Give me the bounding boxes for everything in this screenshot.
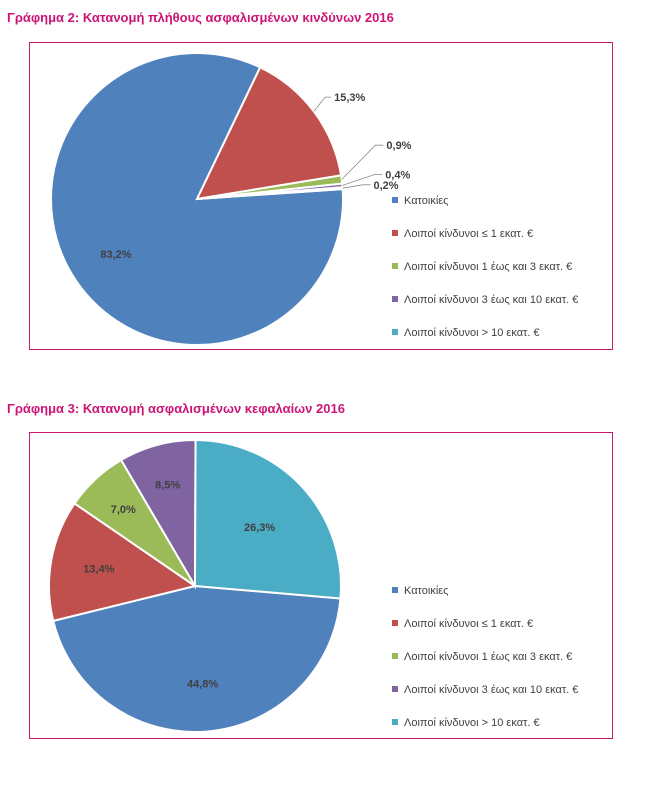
legend-swatch [392, 719, 398, 725]
data-label: 0,2% [374, 180, 399, 192]
legend-swatch [392, 197, 398, 203]
legend-label: Λοιποί κίνδυνοι 3 έως και 10 εκατ. € [404, 684, 579, 696]
legend-swatch [392, 587, 398, 593]
data-label: 13,4% [83, 564, 114, 576]
data-label: 8,5% [155, 480, 180, 492]
legend-item: Λοιποί κίνδυνοι ≤ 1 εκατ. € [392, 616, 578, 633]
leader-line [313, 96, 332, 112]
chart-frame-capital: 44,8% 13,4% 7,0% 8,5% 26,3% Κατοικίες Λοιποί… [29, 432, 613, 739]
leader-line [342, 184, 371, 189]
chart-title-capital: Γράφημα 3: Κατανομή ασφαλισμένων κεφαλαί… [7, 401, 345, 416]
data-label: 0,9% [386, 140, 411, 152]
legend-item: Λοιποί κίνδυνοι 3 έως και 10 εκατ. € [392, 682, 578, 699]
pie-slice [193, 438, 342, 600]
chart-title-risks: Γράφημα 2: Κατανομή πλήθους ασφαλισμένων… [7, 10, 394, 25]
legend-item: Λοιποί κίνδυνοι 1 έως και 3 εκατ. € [392, 649, 578, 666]
legend-swatch [392, 296, 398, 302]
legend-item: Κατοικίες [392, 583, 578, 600]
legend-item: Λοιποί κίνδυνοι 1 έως και 3 εκατ. € [392, 259, 578, 276]
legend-label: Λοιποί κίνδυνοι > 10 εκατ. € [404, 327, 540, 339]
leader-line [342, 174, 383, 186]
pie-slice [52, 584, 342, 733]
data-label: 0,4% [385, 170, 410, 182]
legend-label: Κατοικίες [404, 585, 449, 597]
legend-item: Λοιποί κίνδυνοι ≤ 1 εκατ. € [392, 226, 578, 243]
legend-swatch [392, 329, 398, 335]
legend-item: Κατοικίες [392, 193, 578, 210]
legend-swatch [392, 230, 398, 236]
legend-label: Λοιποί κίνδυνοι 1 έως και 3 εκατ. € [404, 651, 573, 663]
legend-item: Λοιποί κίνδυνοι > 10 εκατ. € [392, 325, 578, 342]
legend-risks: Κατοικίες Λοιποί κίνδυνοι ≤ 1 εκατ. € Λο… [392, 193, 578, 358]
legend-label: Λοιποί κίνδυνοι ≤ 1 εκατ. € [404, 618, 534, 630]
legend-label: Λοιποί κίνδυνοι ≤ 1 εκατ. € [404, 228, 534, 240]
legend-swatch [392, 653, 398, 659]
pie-slice [48, 502, 198, 623]
pie-chart-risks: 83,2% 15,3% 0,9% 0,4%0,2% [50, 52, 412, 346]
legend-swatch [392, 686, 398, 692]
legend-label: Λοιποί κίνδυνοι 1 έως και 3 εκατ. € [404, 261, 573, 273]
legend-swatch [392, 263, 398, 269]
pie-chart-capital: 44,8% 13,4% 7,0% 8,5% 26,3% [48, 438, 342, 733]
data-label: 44,8% [187, 679, 218, 691]
data-label: 83,2% [100, 249, 131, 261]
chart-frame-risks: 83,2% 15,3% 0,9% 0,4% 0,2% Κατοικίες Λοιποί … [29, 42, 613, 350]
leader-line [341, 144, 384, 180]
legend-capital: Κατοικίες Λοιποί κίνδυνοι ≤ 1 εκατ. € Λο… [392, 583, 578, 748]
legend-label: Κατοικίες [404, 195, 449, 207]
legend-item: Λοιποί κίνδυνοι 3 έως και 10 εκατ. € [392, 292, 578, 309]
data-label: 26,3% [244, 522, 275, 534]
legend-item: Λοιποί κίνδυνοι > 10 εκατ. € [392, 715, 578, 732]
legend-label: Λοιποί κίνδυνοι > 10 εκατ. € [404, 717, 540, 729]
data-label: 15,3% [334, 92, 365, 104]
data-label: 7,0% [111, 504, 136, 516]
legend-swatch [392, 620, 398, 626]
legend-label: Λοιποί κίνδυνοι 3 έως και 10 εκατ. € [404, 294, 579, 306]
